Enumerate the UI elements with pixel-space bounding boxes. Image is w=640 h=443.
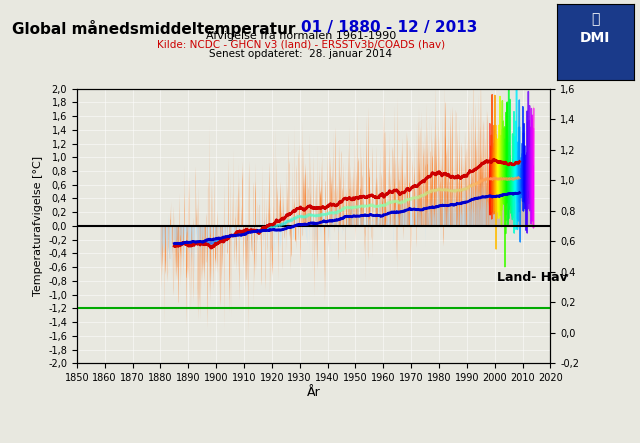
- Text: 01 / 1880 - 12 / 2013: 01 / 1880 - 12 / 2013: [301, 20, 477, 35]
- Text: 👑: 👑: [591, 12, 600, 27]
- Text: Kilde: NCDC - GHCN v3 (land) - ERSSTv3b/COADS (hav): Kilde: NCDC - GHCN v3 (land) - ERSSTv3b/…: [157, 40, 445, 50]
- Text: Global månedsmiddeltemperatur: Global månedsmiddeltemperatur: [12, 20, 301, 37]
- Text: Land- Hav: Land- Hav: [497, 271, 568, 284]
- Text: Afvigelse fra normalen 1961-1990: Afvigelse fra normalen 1961-1990: [205, 31, 396, 41]
- Text: DMI: DMI: [580, 31, 611, 45]
- Text: Senest opdateret:  28. januar 2014: Senest opdateret: 28. januar 2014: [209, 49, 392, 59]
- Y-axis label: Temperaturafvigelse [°C]: Temperaturafvigelse [°C]: [33, 156, 42, 296]
- X-axis label: År: År: [307, 386, 321, 399]
